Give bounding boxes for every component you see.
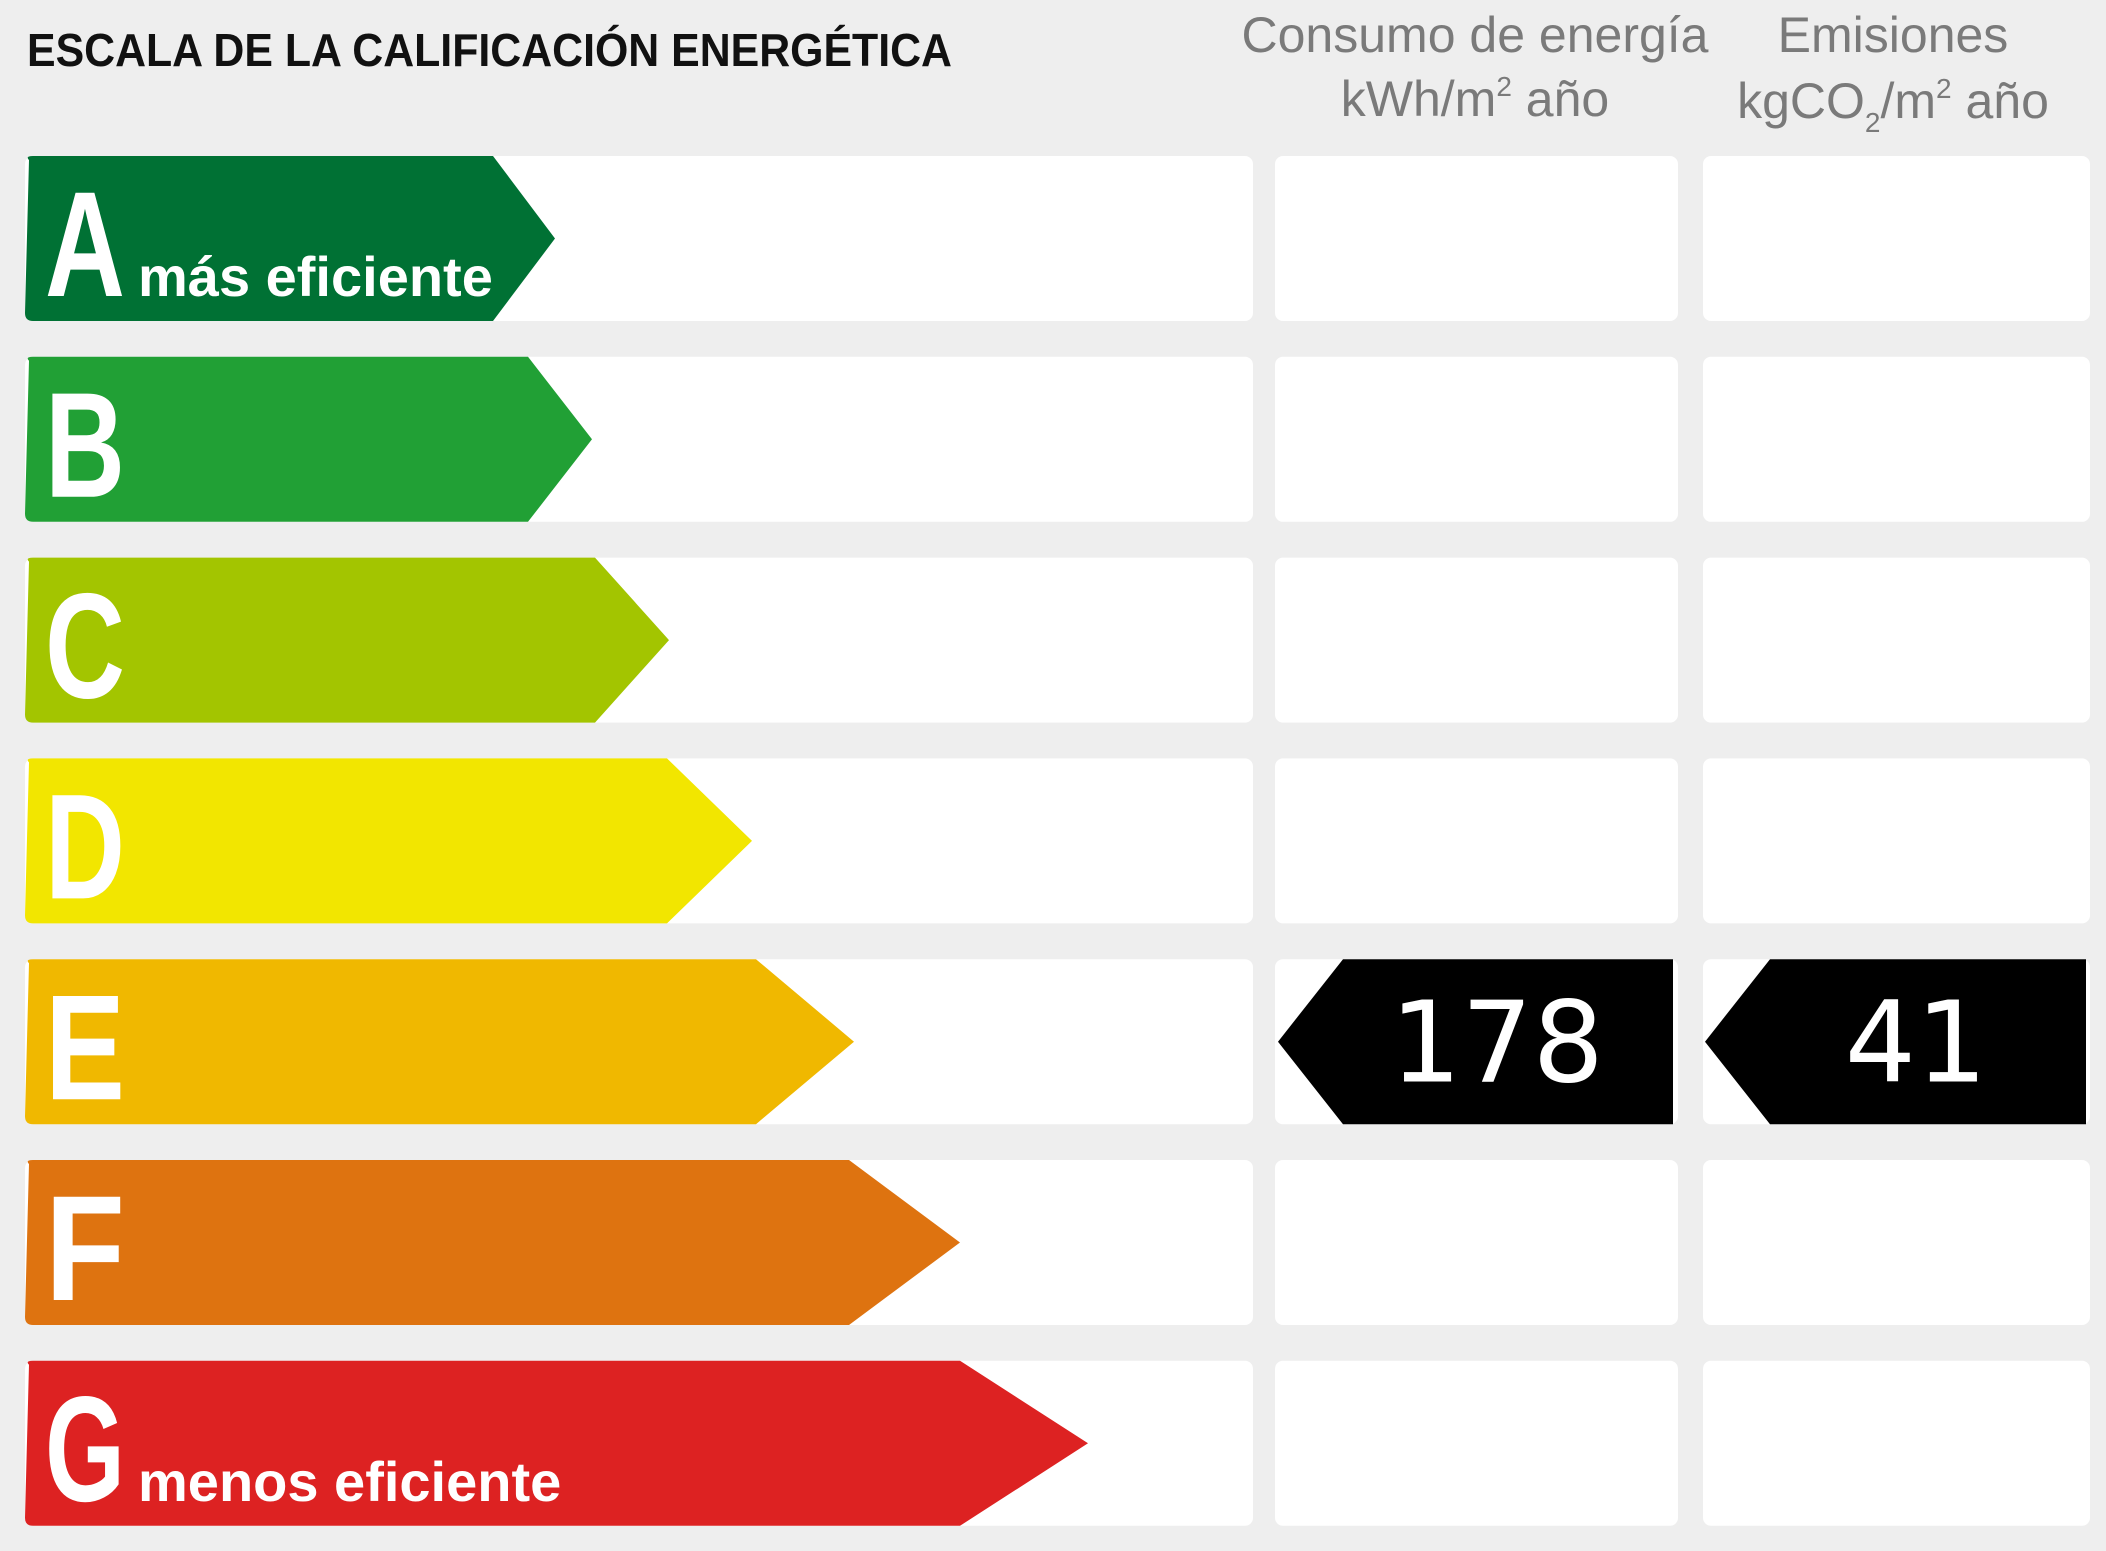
value-box xyxy=(1703,758,2090,924)
column-header: Consumo de energía xyxy=(1242,7,1709,63)
title: ESCALA DE LA CALIFICACIÓN ENERGÉTICA xyxy=(27,24,952,76)
rating-label: menos eficiente xyxy=(138,1450,561,1513)
value-box xyxy=(1275,1360,1678,1526)
rating-arrow xyxy=(25,1360,1088,1526)
unit-sub: 2 xyxy=(1865,107,1881,138)
value-box xyxy=(1703,156,2090,321)
unit-sup: 2 xyxy=(1496,71,1512,102)
rating-letter: F xyxy=(45,1164,125,1332)
rating-arrow xyxy=(25,557,669,723)
rating-letter: E xyxy=(45,963,125,1131)
value-box xyxy=(1703,1160,2090,1325)
value-text: 178 xyxy=(1390,979,1604,1109)
unit-part: /m xyxy=(1880,73,1936,129)
rating-arrow xyxy=(25,1160,960,1325)
column-unit: kWh/m2 año xyxy=(1341,71,1609,127)
value-box xyxy=(1275,557,1678,723)
unit-part: año xyxy=(1952,73,2049,129)
unit-part: kgCO xyxy=(1737,73,1865,129)
value-box xyxy=(1275,156,1678,321)
value-text: 41 xyxy=(1845,979,1988,1109)
rating-arrow xyxy=(25,356,592,522)
value-box xyxy=(1275,1160,1678,1325)
rating-arrow xyxy=(25,758,752,924)
rating-letter: C xyxy=(45,562,125,730)
value-box xyxy=(1275,758,1678,924)
rating-letter: D xyxy=(45,762,125,930)
rating-label: más eficiente xyxy=(138,245,493,308)
value-box xyxy=(1703,356,2090,522)
rating-letter: G xyxy=(45,1365,125,1533)
column-header: Emisiones xyxy=(1778,7,2009,63)
value-box xyxy=(1275,356,1678,522)
unit-part: kWh/m xyxy=(1341,71,1497,127)
rating-arrow xyxy=(25,959,854,1125)
value-box xyxy=(1703,557,2090,723)
unit-sup: 2 xyxy=(1936,73,1952,104)
column-unit: kgCO2/m2 año xyxy=(1737,73,2049,138)
value-box xyxy=(1703,1360,2090,1526)
value-arrow xyxy=(1705,959,2086,1125)
rating-letter: B xyxy=(45,361,125,529)
value-arrow xyxy=(1278,959,1673,1125)
rating-letter: A xyxy=(45,160,125,328)
unit-part: año xyxy=(1512,71,1609,127)
rating-arrow xyxy=(25,156,555,321)
